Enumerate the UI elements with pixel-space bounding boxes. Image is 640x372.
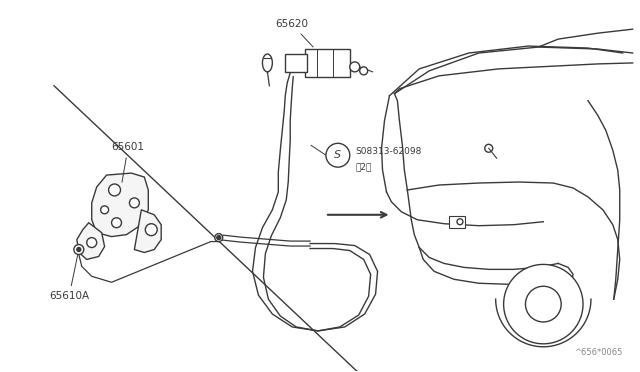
Circle shape [217, 235, 221, 240]
Polygon shape [77, 223, 104, 259]
Circle shape [129, 198, 140, 208]
Polygon shape [92, 173, 148, 237]
Circle shape [350, 62, 360, 72]
Text: ^656*0065: ^656*0065 [574, 348, 623, 357]
Text: 65620: 65620 [275, 19, 313, 47]
Circle shape [109, 184, 120, 196]
Bar [305, 49, 350, 77]
Circle shape [525, 286, 561, 322]
Circle shape [74, 244, 84, 254]
Circle shape [457, 219, 463, 225]
Text: 65610A: 65610A [49, 252, 89, 301]
Circle shape [326, 143, 350, 167]
Circle shape [504, 264, 583, 344]
Bar [449, 216, 465, 228]
Circle shape [360, 67, 367, 75]
Text: S: S [334, 150, 341, 160]
Text: （2）: （2） [356, 163, 372, 171]
Circle shape [484, 144, 493, 152]
Circle shape [87, 238, 97, 247]
Text: 65601: 65601 [111, 142, 145, 182]
Circle shape [100, 206, 109, 214]
Circle shape [215, 234, 223, 241]
Circle shape [77, 247, 81, 251]
Polygon shape [134, 210, 161, 253]
Text: S08313-62098: S08313-62098 [356, 147, 422, 156]
Circle shape [111, 218, 122, 228]
Circle shape [145, 224, 157, 235]
Bar [285, 54, 307, 72]
Ellipse shape [262, 54, 273, 72]
